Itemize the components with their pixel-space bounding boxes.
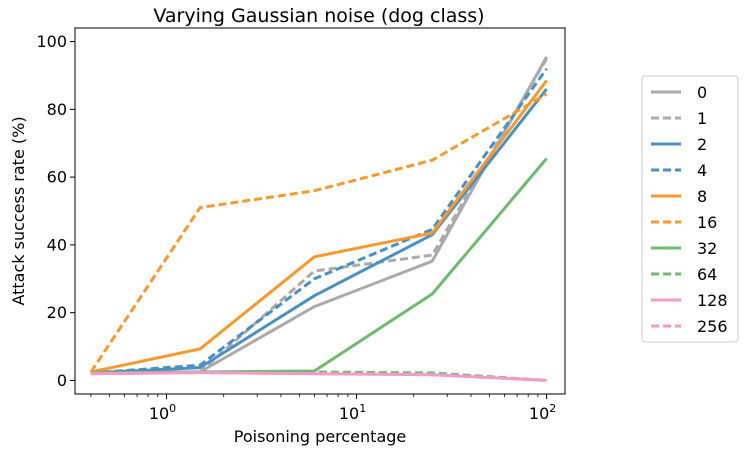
x-axis-label: Poisoning percentage <box>234 427 407 446</box>
x-tick-label: 101 <box>339 402 366 423</box>
series-line-4 <box>90 67 548 375</box>
legend-label-32: 32 <box>697 239 717 258</box>
x-tick-base: 10 <box>149 404 169 423</box>
legend-label-64: 64 <box>697 265 717 284</box>
legend-label-8: 8 <box>697 187 707 206</box>
legend-label-256: 256 <box>697 317 728 336</box>
x-tick-exponent: 2 <box>549 402 556 415</box>
y-axis-label: Attack success rate (%) <box>9 116 28 305</box>
series-line-2 <box>90 88 548 375</box>
legend-label-4: 4 <box>697 161 707 180</box>
legend: 0 1 2 4 8 16 32 64 128 256 <box>641 75 739 343</box>
series-line-1 <box>90 57 548 375</box>
legend-label-1: 1 <box>697 109 707 128</box>
y-tick-label: 20 <box>47 303 67 322</box>
x-tick-base: 10 <box>529 404 549 423</box>
y-tick-label: 100 <box>36 32 67 51</box>
y-tick-label: 60 <box>47 168 67 187</box>
x-tick-label: 100 <box>149 402 176 423</box>
y-tick-label: 80 <box>47 100 67 119</box>
series-line-0 <box>90 56 548 375</box>
y-tick-label: 40 <box>47 235 67 254</box>
legend-label-0: 0 <box>697 83 707 102</box>
legend-label-16: 16 <box>697 213 717 232</box>
plot-frame <box>74 27 566 395</box>
series-line-8 <box>90 79 548 374</box>
series-line-256 <box>90 371 547 382</box>
series-line-16 <box>89 92 548 373</box>
y-tick-label: 0 <box>57 371 67 390</box>
x-tick-exponent: 0 <box>169 402 176 415</box>
series-lines <box>89 56 548 382</box>
legend-label-2: 2 <box>697 135 707 154</box>
chart-title: Varying Gaussian noise (dog class) <box>153 5 484 27</box>
legend-label-128: 128 <box>697 291 728 310</box>
x-tick-exponent: 1 <box>359 402 366 415</box>
axis-ticks <box>70 41 548 399</box>
x-tick-label: 102 <box>529 402 556 423</box>
x-tick-base: 10 <box>339 404 359 423</box>
